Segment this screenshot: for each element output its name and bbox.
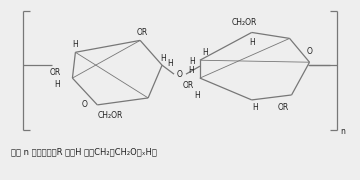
Text: 式中 n 为聚合度，R 为－H 或〈CH₂－CH₂O〉ₓH。: 式中 n 为聚合度，R 为－H 或〈CH₂－CH₂O〉ₓH。 [11, 148, 157, 157]
Text: H: H [72, 40, 78, 49]
Text: CH₂OR: CH₂OR [232, 18, 257, 27]
Text: H: H [189, 57, 195, 66]
Text: OR: OR [278, 103, 289, 112]
Text: H: H [160, 54, 166, 63]
Text: n: n [340, 127, 345, 136]
Text: O: O [177, 70, 183, 79]
Text: H: H [249, 38, 255, 47]
Text: OR: OR [183, 80, 194, 89]
Text: H: H [252, 103, 258, 112]
Text: H: H [188, 66, 194, 75]
Text: O: O [307, 47, 312, 56]
Text: H: H [194, 91, 200, 100]
Text: CH₂OR: CH₂OR [98, 111, 123, 120]
Text: O: O [81, 100, 87, 109]
Text: H: H [55, 80, 60, 89]
Text: OR: OR [49, 68, 60, 77]
Text: H: H [202, 48, 208, 57]
Text: H: H [167, 59, 173, 68]
Text: OR: OR [136, 28, 148, 37]
